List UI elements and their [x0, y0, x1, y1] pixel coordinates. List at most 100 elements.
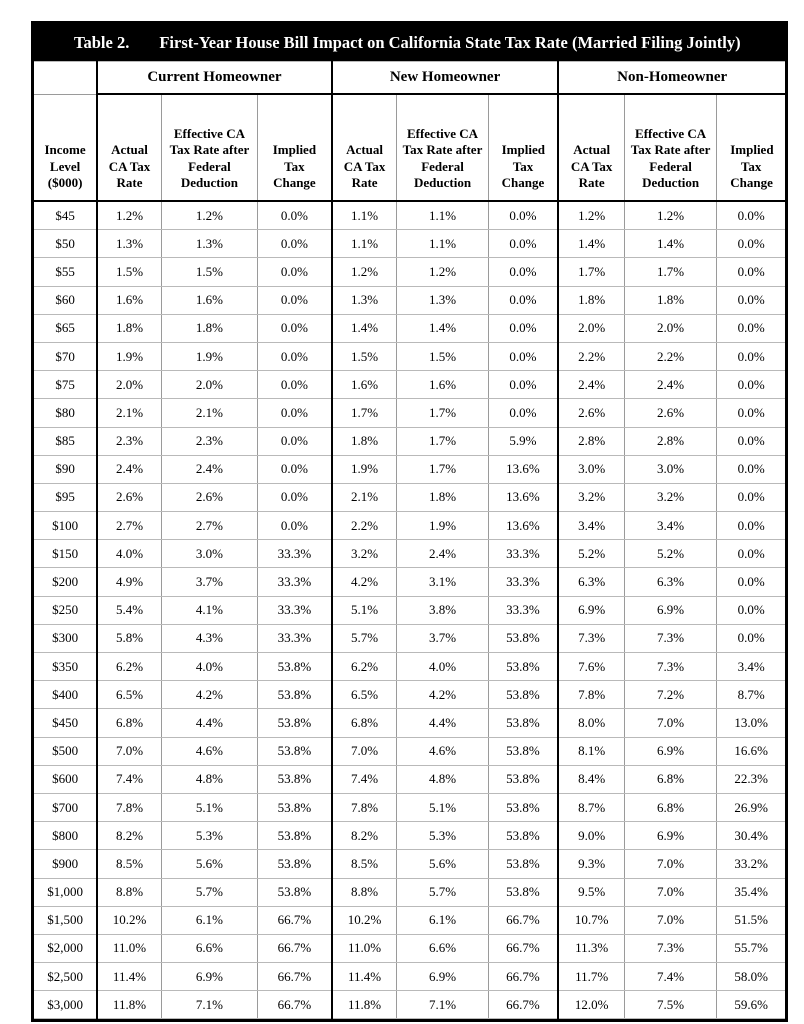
rate-cell: 4.2% — [331, 567, 398, 597]
impact-table-container: Table 2. First-Year House Bill Impact on… — [31, 21, 788, 1023]
rate-cell: 5.8% — [96, 623, 162, 654]
rate-cell: 1.9% — [396, 511, 489, 541]
rate-cell: 1.4% — [623, 229, 718, 259]
rate-cell: 5.9% — [487, 426, 560, 456]
rate-cell: 0.0% — [487, 200, 560, 231]
rate-cell: 8.2% — [96, 821, 162, 851]
rate-cell: 0.0% — [716, 200, 785, 231]
income-level-cell: $150 — [34, 539, 99, 569]
rate-cell: 0.0% — [487, 398, 560, 428]
income-level-cell: $250 — [34, 595, 99, 625]
rate-cell: 6.3% — [557, 567, 625, 597]
column-header-row: Income Level ($000) Actual CA Tax Rate E… — [34, 93, 785, 202]
rate-cell: 33.3% — [257, 595, 333, 625]
rate-cell: 4.3% — [160, 623, 259, 654]
rate-cell: 13.6% — [487, 454, 560, 484]
rate-cell: 53.8% — [487, 792, 560, 823]
rate-cell: 11.0% — [331, 933, 398, 964]
rate-cell: 1.2% — [623, 200, 718, 231]
rate-cell: 0.0% — [257, 200, 333, 231]
rate-cell: 4.4% — [160, 708, 259, 738]
rate-cell: 0.0% — [716, 285, 785, 315]
table-number-label: Table 2. — [74, 32, 130, 52]
table-row: $60 1.6% 1.6% 0.0% 1.3% 1.3% 0.0% 1.8% 1.8% 0.0% — [34, 285, 785, 315]
rate-cell: 1.1% — [396, 229, 489, 259]
table-row: $300 5.8% 4.3% 33.3% 5.7% 3.7% 53.8% 7.3% 7.3% 0.… — [34, 623, 785, 654]
rate-cell: 2.8% — [623, 426, 718, 456]
rate-cell: 8.5% — [331, 849, 398, 879]
rate-cell: 30.4% — [716, 821, 785, 851]
rate-cell: 1.4% — [557, 229, 625, 259]
rate-cell: 0.0% — [716, 595, 785, 625]
rate-cell: 2.2% — [331, 511, 398, 541]
rate-cell: 1.5% — [160, 257, 259, 287]
rate-cell: 5.7% — [160, 877, 259, 907]
rate-cell: 6.1% — [160, 905, 259, 935]
rate-cell: 53.8% — [487, 764, 560, 794]
rate-cell: 3.8% — [396, 595, 489, 625]
income-level-cell: $350 — [34, 651, 99, 682]
rate-cell: 1.5% — [396, 341, 489, 372]
rate-cell: 0.0% — [716, 539, 785, 569]
rate-cell: 6.3% — [623, 567, 718, 597]
rate-cell: 7.3% — [623, 623, 718, 654]
income-level-cell: $1,500 — [34, 905, 99, 935]
rate-cell: 1.9% — [160, 341, 259, 372]
income-level-cell: $500 — [34, 736, 99, 766]
rate-cell: 53.8% — [487, 821, 560, 851]
rate-cell: 2.4% — [160, 454, 259, 484]
rate-cell: 1.5% — [331, 341, 398, 372]
rate-cell: 2.4% — [396, 539, 489, 569]
table-row: $1,000 8.8% 5.7% 53.8% 8.8% 5.7% 53.8% 9.5% 7.0%… — [34, 877, 785, 907]
rate-cell: 1.7% — [396, 398, 489, 428]
rate-cell: 53.8% — [257, 736, 333, 766]
rate-cell: 11.3% — [557, 933, 625, 964]
table-row: $400 6.5% 4.2% 53.8% 6.5% 4.2% 53.8% 7.8% 7.2% 8.… — [34, 680, 785, 710]
rate-cell: 1.6% — [396, 370, 489, 400]
rate-cell: 7.0% — [623, 877, 718, 907]
rate-cell: 7.3% — [557, 623, 625, 654]
rate-cell: 7.5% — [623, 990, 718, 1020]
rate-cell: 5.1% — [160, 792, 259, 823]
rate-cell: 1.2% — [160, 200, 259, 231]
rate-cell: 1.7% — [557, 257, 625, 287]
rate-cell: 2.3% — [96, 426, 162, 456]
rate-cell: 3.7% — [160, 567, 259, 597]
rate-cell: 7.1% — [160, 990, 259, 1020]
group-header-non-homeowner: Non-Homeowner — [557, 61, 785, 95]
rate-cell: 9.3% — [557, 849, 625, 879]
rate-cell: 8.8% — [331, 877, 398, 907]
rate-cell: 53.8% — [487, 849, 560, 879]
income-level-cell: $85 — [34, 426, 99, 456]
income-level-cell: $100 — [34, 511, 99, 541]
rate-cell: 5.2% — [557, 539, 625, 569]
table-row: $70 1.9% 1.9% 0.0% 1.5% 1.5% 0.0% 2.2% 2.2% 0.0% — [34, 341, 785, 372]
rate-cell: 0.0% — [257, 454, 333, 484]
rate-cell: 0.0% — [716, 229, 785, 259]
income-level-cell: $45 — [34, 200, 99, 231]
rate-cell: 7.0% — [623, 905, 718, 935]
rate-cell: 53.8% — [487, 623, 560, 654]
column-header-effective-rate-current: Effective CA Tax Rate after Federal Dedu… — [160, 93, 259, 202]
rate-cell: 6.8% — [96, 708, 162, 738]
rate-cell: 3.2% — [557, 482, 625, 513]
rate-cell: 53.8% — [257, 680, 333, 710]
income-level-cell: $450 — [34, 708, 99, 738]
rate-cell: 13.6% — [487, 482, 560, 513]
rate-cell: 26.9% — [716, 792, 785, 823]
tax-impact-table: Current Homeowner New Homeowner Non-Home… — [34, 61, 785, 1020]
rate-cell: 53.8% — [487, 708, 560, 738]
rate-cell: 0.0% — [257, 370, 333, 400]
table-row: $45 1.2% 1.2% 0.0% 1.1% 1.1% 0.0% 1.2% 1.2% 0.0% — [34, 200, 785, 231]
column-header-actual-rate-current: Actual CA Tax Rate — [96, 93, 162, 202]
table-row: $65 1.8% 1.8% 0.0% 1.4% 1.4% 0.0% 2.0% 2.0% 0.0% — [34, 313, 785, 343]
income-level-cell: $2,500 — [34, 962, 99, 992]
rate-cell: 2.6% — [557, 398, 625, 428]
rate-cell: 53.8% — [257, 764, 333, 794]
rate-cell: 0.0% — [716, 341, 785, 372]
income-level-cell: $2,000 — [34, 933, 99, 964]
rate-cell: 0.0% — [716, 313, 785, 343]
rate-cell: 0.0% — [716, 511, 785, 541]
rate-cell: 1.2% — [396, 257, 489, 287]
income-level-cell: $400 — [34, 680, 99, 710]
